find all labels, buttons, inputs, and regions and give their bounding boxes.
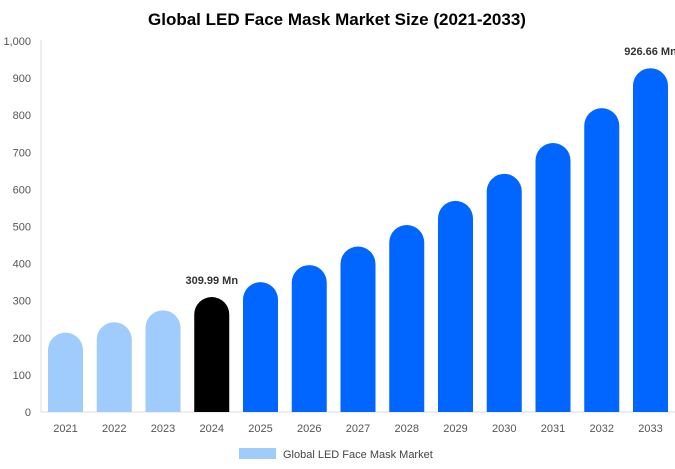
y-tick-label: 400 (13, 259, 31, 271)
bar-2028 (389, 225, 425, 412)
y-tick-label: 500 (13, 222, 31, 234)
y-tick-label: 800 (13, 110, 31, 122)
x-tick-label: 2027 (346, 423, 370, 435)
legend-label: Global LED Face Mask Market (283, 449, 433, 461)
y-tick-label: 200 (13, 333, 31, 345)
x-tick-label: 2028 (395, 423, 419, 435)
x-tick-label: 2029 (443, 423, 467, 435)
x-tick-label: 2024 (200, 423, 224, 435)
x-tick-label: 2030 (492, 423, 516, 435)
bar-2027 (340, 246, 376, 412)
bar-2024 (194, 296, 230, 412)
bar-2022 (96, 322, 132, 412)
x-tick-label: 2033 (638, 423, 662, 435)
x-tick-label: 2022 (102, 423, 126, 435)
x-tick-label: 2031 (541, 423, 565, 435)
y-tick-label: 900 (13, 73, 31, 85)
bar-2029 (438, 200, 473, 412)
x-tick-label: 2023 (151, 423, 175, 435)
x-tick-label: 2026 (297, 423, 321, 435)
bar-2023 (145, 310, 181, 412)
bar-2021 (48, 332, 83, 412)
y-tick-label: 300 (13, 296, 31, 308)
y-tick-label: 1,000 (3, 36, 31, 48)
y-tick-label: 600 (13, 184, 31, 196)
y-tick-label: 100 (13, 370, 31, 382)
bar-2026 (291, 265, 327, 412)
legend-swatch (239, 448, 276, 459)
chart-title: Global LED Face Mask Market Size (2021-2… (148, 10, 526, 29)
bar-2032 (584, 108, 620, 412)
bar-2031 (535, 143, 571, 412)
y-tick-label: 0 (25, 407, 31, 419)
bar-2033 (633, 68, 668, 412)
data-label: 926.66 Mn (624, 46, 675, 58)
bar-2030 (486, 173, 522, 412)
x-tick-label: 2021 (53, 423, 77, 435)
x-tick-label: 2032 (590, 423, 614, 435)
bar-2025 (243, 282, 278, 412)
data-label: 309.99 Mn (185, 275, 238, 287)
x-tick-label: 2025 (248, 423, 272, 435)
legend[interactable]: Global LED Face Mask Market (239, 448, 433, 461)
y-tick-label: 700 (13, 147, 31, 159)
